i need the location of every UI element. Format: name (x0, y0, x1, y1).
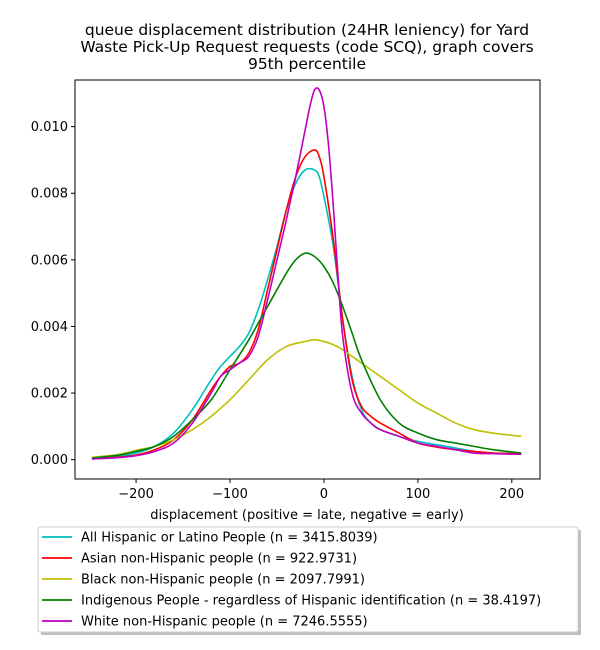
y-tick-label: 0.010 (31, 120, 68, 135)
legend: All Hispanic or Latino People (n = 3415.… (37, 526, 581, 635)
y-tick-label: 0.002 (31, 387, 68, 402)
plot-frame (74, 79, 541, 480)
y-tick-label: 0.008 (31, 187, 68, 202)
x-axis: −200 −100 0 100 200 (118, 479, 524, 502)
chart-title-line-2: Waste Pick-Up Request requests (code SCQ… (80, 38, 533, 56)
y-tick-label: 0.000 (31, 453, 68, 468)
series-line-black-non-hispanic-people-n (91, 338, 522, 459)
legend-label: White non-Hispanic people (n = 7246.5555… (81, 615, 368, 630)
series-line-all-hispanic-or-latino-people- (91, 167, 522, 460)
series-line-indigenous-people-regardless-o (91, 252, 522, 459)
x-tick-label: 100 (405, 487, 430, 502)
x-tick-label: 0 (320, 487, 328, 502)
legend-items: All Hispanic or Latino People (n = 3415.… (42, 531, 541, 630)
x-axis-label: displacement (positive = late, negative … (150, 508, 464, 523)
x-tick-label: −100 (212, 487, 248, 502)
legend-label: Asian non-Hispanic people (n = 922.9731) (81, 552, 357, 567)
y-tick-label: 0.006 (31, 253, 68, 268)
chart-title-line-1: queue displacement distribution (24HR le… (85, 21, 529, 39)
y-tick-label: 0.004 (31, 320, 68, 335)
legend-label: All Hispanic or Latino People (n = 3415.… (81, 531, 378, 546)
legend-label: Black non-Hispanic people (n = 2097.7991… (81, 573, 365, 588)
y-axis: 0.000 0.002 0.004 0.006 0.008 0.010 (31, 120, 75, 468)
legend-label: Indigenous People - regardless of Hispan… (81, 594, 541, 609)
chart-title-line-3: 95th percentile (248, 55, 366, 73)
chart-title: queue displacement distribution (24HR le… (80, 21, 533, 73)
legend-frame (37, 526, 579, 633)
series-group (91, 87, 522, 460)
series-line-asian-non-hispanic-people-n (91, 149, 522, 460)
series-line-white-non-hispanic-people-n (91, 87, 522, 460)
x-tick-label: 200 (499, 487, 524, 502)
x-tick-label: −200 (118, 487, 154, 502)
